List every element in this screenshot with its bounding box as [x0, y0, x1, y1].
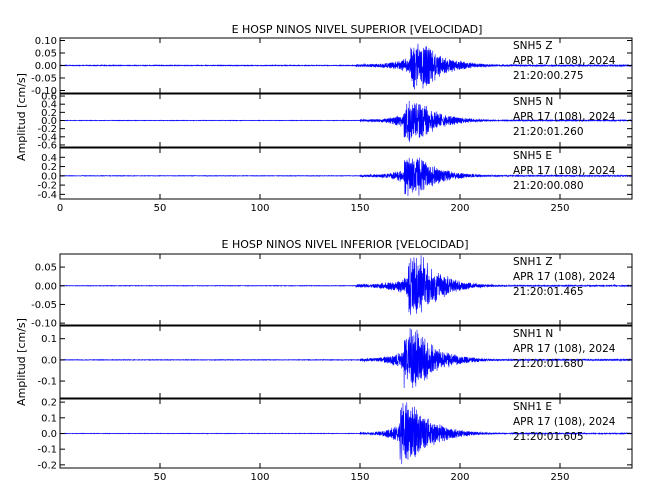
y-axis-label-superior: Amplitud [cm/s] [15, 73, 28, 161]
channel-label: SNH5 E [513, 150, 552, 162]
y-tick-label: -0.2 [37, 124, 57, 135]
y-tick-label: -0.1 [37, 377, 57, 388]
time-label: 21:20:01.680 [513, 358, 584, 370]
y-tick-label: -0.2 [37, 460, 57, 471]
panel-frame [59, 147, 633, 200]
channel-label: SNH1 Z [513, 256, 553, 268]
panel-frame [59, 325, 633, 399]
x-tick-label: 0 [57, 203, 63, 214]
y-tick-label: 0.2 [41, 108, 57, 119]
y-tick-label: -0.2 [37, 181, 57, 192]
time-label: 21:20:01.260 [513, 126, 584, 138]
date-label: APR 17 (108), 2024 [513, 111, 616, 123]
trace-panel: 0.60.40.20.0-0.2-0.4-0.6 SNH5 N APR 17 (10… [37, 92, 633, 151]
time-label: 21:20:00.080 [513, 180, 584, 192]
y-tick-label: 0.0 [41, 116, 57, 127]
y-tick-label: -0.10 [31, 86, 57, 97]
trace-panel: 0.1 0.0 -0.1 SNH1 N APR 17 (108), 2024 21:20:… [37, 325, 633, 399]
y-tick-label: 0.2 [41, 398, 57, 409]
y-tick-label: -0.10 [31, 319, 57, 330]
channel-label: SNH5 N [513, 96, 553, 108]
y-tick-label: 0.0 [41, 429, 57, 440]
x-tick-label: 50 [154, 472, 167, 483]
x-tick-label: 200 [450, 203, 469, 214]
date-label: APR 17 (108), 2024 [513, 55, 616, 67]
y-tick-label: 0.00 [35, 61, 57, 72]
time-label: 21:20:01.465 [513, 286, 584, 298]
date-label: APR 17 (108), 2024 [513, 165, 616, 177]
y-tick-label: 0.05 [35, 263, 57, 274]
y-tick-label: 0.1 [41, 413, 57, 424]
trace-panel: 0.2 0.1 0.0 -0.1 -0.2 SNH1 E APR 17 (108), 202… [37, 398, 633, 471]
time-label: 21:20:00.275 [513, 70, 584, 82]
y-tick-label: 0.4 [41, 153, 57, 164]
x-tick-label: 100 [250, 472, 269, 483]
figure-superior: E HOSP NINOS NIVEL SUPERIOR [VELOCIDAD] … [15, 23, 633, 214]
time-label: 21:20:01.605 [513, 431, 584, 443]
y-tick-label: -0.05 [31, 74, 57, 85]
waveform-trace [59, 255, 633, 315]
y-tick-label: 0.00 [35, 281, 57, 292]
y-tick-label: -0.05 [31, 300, 57, 311]
x-tick-label: 250 [550, 203, 569, 214]
waveform-trace [59, 157, 633, 197]
date-label: APR 17 (108), 2024 [513, 416, 616, 428]
y-tick-label: -0.4 [37, 190, 57, 201]
waveform-trace [59, 402, 633, 465]
y-tick-label: 0.4 [41, 100, 57, 111]
y-tick-label: -0.1 [37, 445, 57, 456]
y-tick-label: 0.0 [41, 171, 57, 182]
waveform-trace [59, 43, 633, 90]
trace-panel: 0.05 0.00 -0.05 -0.10 SNH1 Z APR 17 (108), 20… [31, 253, 633, 330]
channel-label: SNH1 N [513, 328, 553, 340]
trace-panel: 0.40.20.0-0.2-0.4 SNH5 E APR 17 (108), 202… [37, 147, 633, 201]
figure-title-superior: E HOSP NINOS NIVEL SUPERIOR [VELOCIDAD] [232, 23, 483, 36]
y-tick-label: 0.6 [41, 92, 57, 103]
x-tick-label: 200 [450, 472, 469, 483]
x-tick-label: 50 [154, 203, 167, 214]
figure-inferior: E HOSP NINOS NIVEL INFERIOR [VELOCIDAD] … [15, 238, 633, 483]
y-tick-label: 0.0 [41, 355, 57, 366]
waveform-trace [59, 100, 633, 143]
y-tick-label: 0.05 [35, 49, 57, 60]
y-axis-label-inferior: Amplitud [cm/s] [15, 318, 28, 406]
y-tick-label: 0.10 [35, 36, 57, 47]
trace-panel: 0.10 0.050.00 -0.05-0.10 SNH5 Z APR 17 (108)… [31, 36, 633, 97]
y-tick-label: -0.6 [37, 140, 57, 151]
x-tick-label: 250 [550, 472, 569, 483]
y-tick-label: -0.4 [37, 132, 57, 143]
waveform-trace [59, 328, 633, 388]
figure-title-inferior: E HOSP NINOS NIVEL INFERIOR [VELOCIDAD] [222, 238, 469, 251]
y-tick-label: 0.1 [41, 334, 57, 345]
date-label: APR 17 (108), 2024 [513, 343, 616, 355]
panel-frame [59, 253, 633, 326]
x-tick-label: 100 [250, 203, 269, 214]
channel-label: SNH5 Z [513, 40, 553, 52]
x-tick-label: 150 [350, 472, 369, 483]
x-tick-label: 150 [350, 203, 369, 214]
y-tick-label: 0.2 [41, 162, 57, 173]
date-label: APR 17 (108), 2024 [513, 271, 616, 283]
channel-label: SNH1 E [513, 401, 552, 413]
